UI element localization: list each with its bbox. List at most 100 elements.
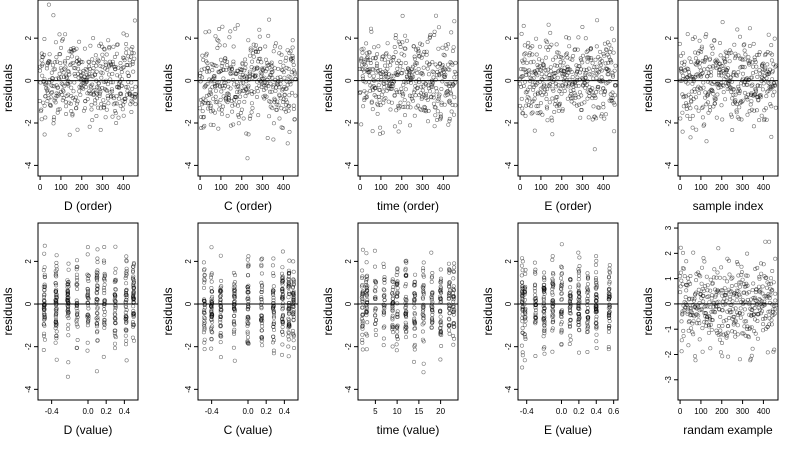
data-point xyxy=(124,358,129,363)
data-point xyxy=(749,325,754,330)
data-point xyxy=(734,73,739,78)
data-point xyxy=(390,277,395,282)
data-point xyxy=(223,56,228,61)
data-point xyxy=(286,337,291,342)
x-tick-label: 400 xyxy=(757,407,771,416)
data-point xyxy=(447,284,452,289)
data-point xyxy=(522,307,527,312)
data-point xyxy=(754,64,759,69)
data-point xyxy=(746,290,751,295)
data-point xyxy=(760,62,765,67)
data-point xyxy=(271,315,276,320)
data-point xyxy=(259,313,264,318)
data-point xyxy=(443,72,448,77)
data-point xyxy=(550,277,555,282)
data-point xyxy=(286,104,291,109)
data-point xyxy=(131,297,136,302)
data-point xyxy=(87,91,92,96)
data-point xyxy=(425,97,430,102)
data-point xyxy=(246,273,251,278)
data-point xyxy=(404,297,409,302)
data-point xyxy=(211,96,216,101)
data-point xyxy=(42,298,47,303)
data-point xyxy=(231,62,236,67)
data-point xyxy=(95,256,100,261)
data-point xyxy=(228,86,233,91)
data-point xyxy=(704,320,709,325)
data-point xyxy=(275,99,280,104)
data-point xyxy=(599,112,604,117)
data-point xyxy=(382,288,387,293)
data-point xyxy=(286,280,291,285)
data-point xyxy=(680,282,685,287)
x-tick-label: 0.4 xyxy=(279,407,291,416)
data-point xyxy=(200,109,205,114)
data-point xyxy=(542,291,547,296)
data-point xyxy=(74,283,79,288)
data-point xyxy=(398,120,403,125)
data-point xyxy=(609,46,614,51)
data-point xyxy=(44,83,49,88)
data-point xyxy=(694,278,699,283)
data-point xyxy=(727,51,732,56)
data-point xyxy=(520,365,525,370)
data-point xyxy=(567,305,572,310)
data-point xyxy=(103,60,108,65)
data-point xyxy=(113,287,118,292)
data-point xyxy=(91,60,96,65)
data-point xyxy=(54,292,59,297)
data-point xyxy=(202,326,207,331)
data-point xyxy=(367,79,372,84)
data-point xyxy=(691,74,696,79)
data-point xyxy=(83,106,88,111)
data-point xyxy=(550,281,555,286)
data-point xyxy=(365,320,370,325)
data-point xyxy=(93,98,98,103)
data-point xyxy=(558,276,563,281)
data-point xyxy=(218,340,223,345)
data-point xyxy=(585,271,590,276)
y-tick-label: 2 xyxy=(24,259,33,264)
data-point xyxy=(291,332,296,337)
data-point xyxy=(763,51,768,56)
data-point xyxy=(112,64,117,69)
data-point xyxy=(542,328,547,333)
data-point xyxy=(127,92,132,97)
data-point xyxy=(112,331,117,336)
data-point xyxy=(122,56,127,61)
data-point xyxy=(589,56,594,61)
data-point xyxy=(382,85,387,90)
data-point xyxy=(94,275,99,280)
data-point xyxy=(569,69,574,74)
data-point xyxy=(53,326,58,331)
data-point xyxy=(96,81,101,86)
data-point xyxy=(81,68,86,73)
data-point xyxy=(292,117,297,122)
data-point xyxy=(248,48,253,53)
data-point xyxy=(360,321,365,326)
data-point xyxy=(42,251,47,256)
data-point xyxy=(395,323,400,328)
data-point xyxy=(606,291,611,296)
data-point xyxy=(280,296,285,301)
data-point xyxy=(225,100,230,105)
data-point xyxy=(438,290,443,295)
data-point xyxy=(773,83,778,88)
data-point xyxy=(575,47,580,52)
data-point xyxy=(124,41,129,46)
data-point xyxy=(588,46,593,51)
data-point xyxy=(74,322,79,327)
data-point xyxy=(66,284,71,289)
data-point xyxy=(131,324,136,329)
data-point xyxy=(246,341,251,346)
data-point xyxy=(239,107,244,112)
data-point xyxy=(255,89,260,94)
data-point xyxy=(757,297,762,302)
data-point xyxy=(278,81,283,86)
data-point xyxy=(245,329,250,334)
data-point xyxy=(281,70,286,75)
data-point xyxy=(729,114,734,119)
data-point xyxy=(687,56,692,61)
data-point xyxy=(576,285,581,290)
data-point xyxy=(448,100,453,105)
